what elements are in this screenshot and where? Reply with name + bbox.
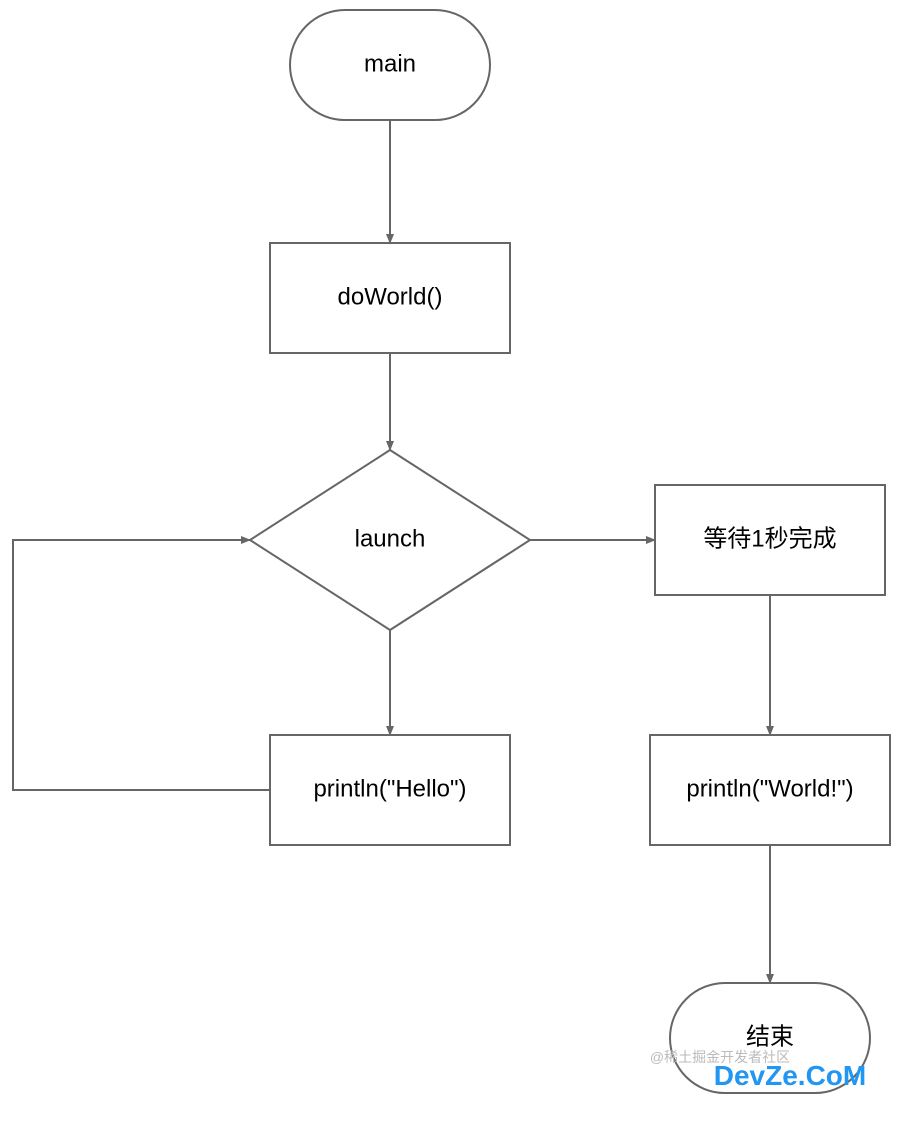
- node-launch-label: launch: [355, 525, 426, 552]
- node-end-label: 结束: [746, 1023, 794, 1050]
- edge-printhello-launch-loop: [13, 540, 270, 790]
- flowchart-canvas: main doWorld() launch 等待1秒完成 println("He…: [0, 0, 917, 1146]
- node-main-label: main: [364, 50, 416, 77]
- watermark-brand: DevZe.CoM: [714, 1060, 866, 1091]
- node-printhello-label: println("Hello"): [313, 775, 466, 802]
- node-doworld-label: doWorld(): [338, 283, 443, 310]
- node-wait-label: 等待1秒完成: [703, 525, 836, 552]
- node-printworld-label: println("World!"): [686, 775, 853, 802]
